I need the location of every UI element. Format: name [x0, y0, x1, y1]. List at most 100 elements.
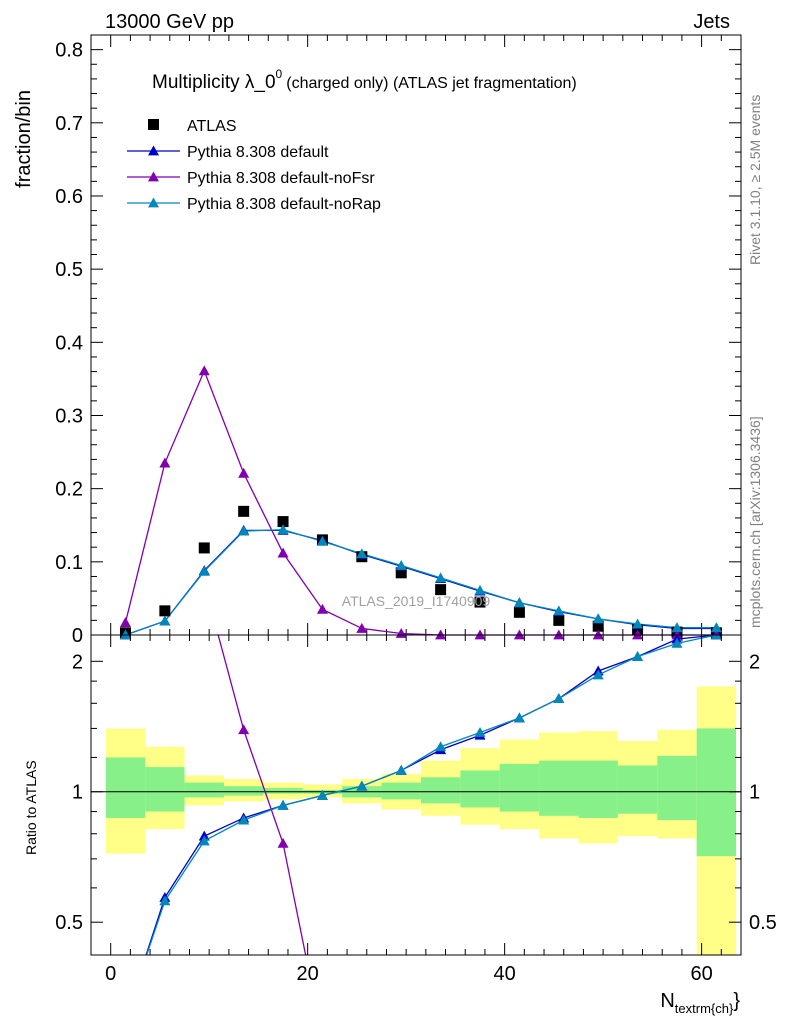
data-point-data	[159, 605, 171, 617]
y-tick-label: 0.4	[55, 332, 83, 354]
data-point-noRap	[474, 584, 486, 595]
ratio-point-noRap	[632, 651, 644, 662]
ratio-line-default	[145, 635, 717, 955]
ratio-point-noRap	[710, 635, 722, 640]
data-point-noRap	[671, 622, 683, 633]
uncertainty-band-inner	[578, 760, 618, 818]
ratio-point-noRap	[277, 799, 289, 810]
rivet-version-text: Rivet 3.1.10, ≥ 2.5M events	[747, 95, 763, 265]
data-point-data	[513, 606, 525, 618]
ratio-point-noRap	[513, 712, 525, 723]
data-point-noFsr	[119, 617, 131, 627]
legend-label-noFsr: Pythia 8.308 default-noFsr	[187, 170, 375, 187]
main-y-label: fraction/bin	[13, 90, 35, 188]
uncertainty-band-inner	[184, 782, 224, 798]
ratio-panel-frame	[90, 634, 742, 956]
header-process: Jets	[693, 11, 730, 33]
legend-marker-default	[148, 145, 159, 156]
ratio-point-noRap	[316, 790, 328, 800]
ratio-y-tick-label: 0.5	[55, 912, 83, 934]
data-point-noFsr	[356, 622, 368, 633]
data-point-noRap	[198, 565, 210, 576]
legend-label-noRap: Pythia 8.308 default-noRap	[187, 196, 381, 213]
x-axis-label-main: N	[660, 990, 674, 1012]
data-point-noRap	[316, 535, 328, 546]
uncertainty-band-inner	[460, 770, 500, 808]
y-tick-label: 0.3	[55, 405, 83, 427]
chart-title-rest: (charged only) (ATLAS jet fragmentation)	[286, 75, 577, 92]
ratio-y-tick-label: 2	[72, 651, 83, 673]
ratio-point-noFsr	[159, 417, 170, 427]
chart-title-sup: 0	[276, 67, 283, 81]
data-point-data	[198, 542, 210, 554]
ratio-y-tick-label-right: 1	[749, 782, 760, 804]
y-tick-label: 0.6	[55, 186, 83, 208]
data-point-noFsr	[198, 365, 210, 376]
uncertainty-band-inner	[617, 765, 658, 814]
ratio-point-noFsr	[238, 724, 250, 735]
x-tick-label: 40	[494, 963, 516, 985]
data-point-noRap	[395, 559, 407, 570]
uncertainty-band-inner	[696, 728, 737, 857]
data-point-data	[592, 620, 604, 632]
data-point-noRap	[513, 597, 525, 608]
data-point-noFsr	[592, 629, 604, 640]
ratio-point-noRap	[120, 1013, 131, 1023]
uncertainty-band-inner	[263, 788, 303, 794]
data-point-noRap	[159, 615, 171, 626]
data-point-noFsr	[435, 629, 447, 640]
legend: ATLAS Pythia 8.308 default Pythia 8.308 de…	[127, 118, 381, 213]
data-point-noRap	[356, 548, 368, 559]
y-tick-label: 0	[72, 625, 83, 647]
data-point-noRap	[632, 618, 644, 629]
y-tick-label: 0.8	[55, 40, 83, 62]
legend-marker-noRap	[148, 197, 159, 208]
ratio-point-noRap	[553, 693, 565, 704]
data-point-data	[395, 567, 407, 579]
series-line-default	[125, 529, 717, 636]
data-point-noFsr	[513, 629, 525, 640]
ratio-line-noRap	[146, 635, 717, 955]
series-line-noRap	[125, 528, 717, 636]
data-point-data	[238, 505, 250, 517]
ratio-point-noFsr	[199, 578, 210, 588]
data-point-noFsr	[277, 547, 289, 558]
chart-title: Multiplicity λ_00(charged only) (ATLAS j…	[152, 67, 577, 93]
legend-label-data: ATLAS	[187, 118, 237, 135]
ratio-point-noRap	[474, 727, 486, 737]
data-point-noRap	[238, 525, 250, 536]
ratio-point-noFsr	[277, 837, 289, 848]
ratio-panel: 0.5 0.5 1 1 2 2 0 20 40 60 Ratio to ATLAS Ntextr…	[23, 417, 777, 1023]
data-point-noFsr	[238, 467, 250, 478]
uncertainty-band-inner	[381, 782, 421, 800]
data-point-noFsr	[474, 629, 486, 640]
mcplots-text: mcplots.cern.ch [arXiv:1306.3436]	[747, 416, 763, 628]
uncertainty-band-inner	[539, 760, 579, 816]
data-point-noRap	[277, 524, 289, 535]
ratio-y-tick-label-right: 2	[749, 651, 760, 673]
main-panel: 0 0.1 0.2 0.3 0.4 0.5 0.6 0.7 0.8 fraction/bin A…	[13, 34, 742, 647]
ratio-point-noRap	[159, 895, 171, 906]
ratio-point-default	[120, 1013, 131, 1023]
data-point-noFsr	[316, 603, 328, 614]
uncertainty-band-inner	[105, 757, 146, 818]
legend-marker-data	[148, 119, 159, 130]
data-point-noRap	[592, 613, 604, 624]
ratio-y-tick-label-right: 0.5	[749, 912, 777, 934]
x-tick-label: 60	[690, 963, 712, 985]
ratio-point-noRap	[238, 814, 250, 825]
uncertainty-band-inner	[657, 755, 697, 821]
x-axis-label-sub: textrm{ch}	[675, 1001, 734, 1016]
data-point-data	[435, 584, 447, 596]
x-tick-label: 20	[297, 963, 319, 985]
uncertainty-band-inner	[145, 767, 185, 812]
data-point-noFsr	[671, 629, 683, 640]
y-tick-label: 0.5	[55, 259, 83, 281]
ratio-point-noFsr	[120, 483, 131, 493]
ratio-point-noRap	[435, 741, 447, 752]
ratio-point-noRap	[395, 764, 407, 775]
y-tick-label: 0.1	[55, 552, 83, 574]
x-axis-label: Ntextrm{ch}}	[660, 990, 740, 1016]
ratio-y-tick-label: 1	[72, 782, 83, 804]
